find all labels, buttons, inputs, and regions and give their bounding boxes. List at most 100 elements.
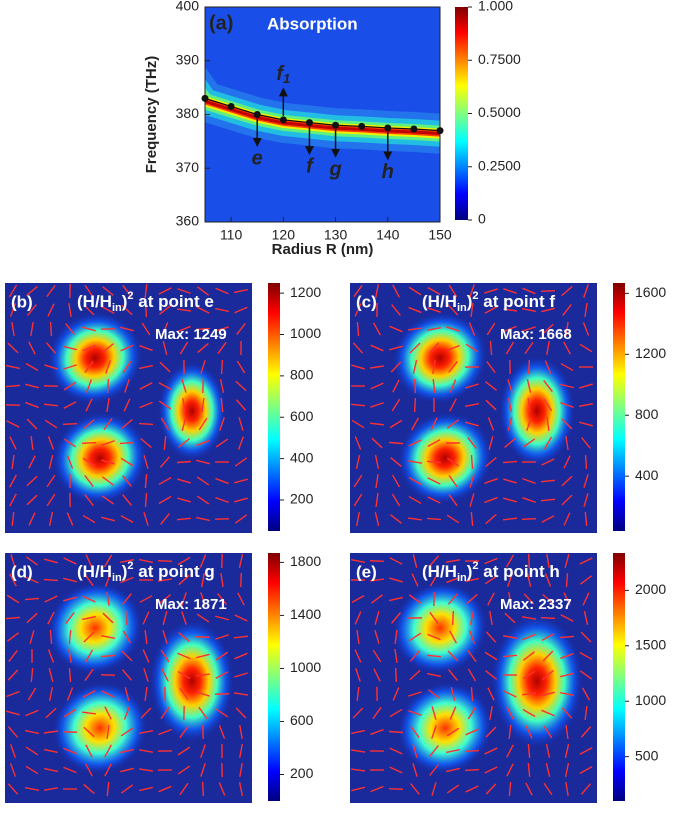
- field-arrow: [374, 611, 380, 625]
- colorbar-tick-label: 1600: [635, 284, 666, 300]
- field-arrow: [448, 361, 458, 373]
- field-arrow: [214, 693, 230, 695]
- panel-label: (b): [11, 292, 33, 311]
- field-arrow: [234, 497, 248, 503]
- field-arrow: [122, 593, 132, 605]
- field-arrow: [489, 610, 493, 626]
- field-arrow: [120, 514, 134, 524]
- field-arrow: [27, 687, 37, 701]
- field-arrow: [142, 611, 150, 625]
- title-sup: 2: [127, 290, 133, 302]
- field-arrow: [139, 558, 153, 564]
- field-arrow: [218, 782, 226, 796]
- colorbar-tick-label: 1.000: [478, 0, 513, 14]
- field-arrow: [504, 438, 516, 448]
- title-part: (H/H: [422, 562, 457, 581]
- field-arrow: [484, 477, 498, 485]
- field-arrow: [560, 672, 574, 678]
- field-arrow: [24, 597, 40, 601]
- field-arrow: [522, 670, 536, 680]
- field-arrow: [432, 359, 436, 375]
- field-arrow: [408, 632, 422, 642]
- annotation: f1: [276, 63, 290, 86]
- field-arrow: [26, 612, 38, 624]
- field-arrow: [542, 323, 554, 335]
- colorbar-tick-label: 600: [290, 408, 314, 424]
- title: Absorption: [267, 14, 358, 33]
- field-arrow: [236, 360, 246, 374]
- field-arrow: [408, 476, 422, 486]
- field-arrow: [503, 288, 517, 294]
- field-arrow: [486, 322, 496, 336]
- field-arrow: [140, 437, 152, 449]
- field-arrow: [138, 768, 154, 772]
- field-arrow: [8, 650, 18, 662]
- field-arrow: [63, 596, 77, 602]
- field-arrow: [215, 307, 229, 313]
- title-sup: 2: [127, 560, 133, 572]
- field-arrow: [445, 559, 461, 563]
- colorbar-tick-label: 1800: [290, 553, 321, 569]
- field-arrow: [139, 786, 153, 792]
- field-blob: [150, 620, 234, 742]
- field-arrow: [565, 572, 569, 588]
- field-arrow: [85, 398, 93, 412]
- field-arrow: [446, 457, 460, 467]
- field-arrow: [138, 729, 154, 735]
- field-arrow: [390, 456, 402, 468]
- field-arrow: [49, 321, 53, 337]
- field-arrow: [82, 326, 96, 332]
- field-arrow: [122, 284, 132, 298]
- field-arrow: [159, 305, 171, 315]
- title-sub: in: [112, 302, 122, 314]
- field-arrow: [579, 575, 593, 585]
- field-arrow: [561, 707, 573, 719]
- field-arrow: [522, 477, 536, 485]
- field-arrow: [391, 493, 401, 507]
- field-arrow: [521, 518, 537, 520]
- title-part: (H/H: [77, 292, 112, 311]
- field-arrow: [176, 460, 192, 464]
- field-arrow: [448, 669, 458, 681]
- colorbar-tick-label: 2000: [635, 581, 666, 597]
- colorbar-tick-label: 1000: [635, 692, 666, 708]
- field-arrow: [545, 744, 551, 758]
- field-arrow: [522, 497, 536, 503]
- colorbar-tick-label: 1500: [635, 636, 666, 652]
- field-arrow: [581, 437, 591, 449]
- title-sub: in: [457, 302, 467, 314]
- x-tick-label: 110: [220, 227, 243, 243]
- title-part: ): [122, 292, 128, 311]
- field-arrow: [579, 421, 593, 427]
- field-arrow: [541, 691, 555, 697]
- field-arrow: [485, 456, 497, 468]
- field-arrow: [407, 460, 423, 464]
- field-arrow: [447, 304, 459, 316]
- field-arrow: [542, 593, 554, 605]
- field-arrow: [523, 651, 535, 661]
- field-arrow: [426, 654, 442, 658]
- field-arrow: [141, 322, 151, 336]
- field-arrow: [25, 576, 39, 584]
- field-arrow: [24, 787, 40, 791]
- field-arrow: [484, 306, 498, 314]
- field-arrow: [195, 673, 211, 677]
- field-arrow: [123, 398, 131, 412]
- field-arrow: [83, 783, 95, 795]
- field-arrow: [83, 726, 95, 738]
- field-arrow: [159, 456, 171, 468]
- field-arrow: [506, 744, 514, 758]
- field-arrow: [370, 402, 384, 408]
- field-arrow: [215, 671, 229, 679]
- field-arrow: [124, 687, 130, 701]
- field-arrow: [579, 383, 593, 389]
- field-arrow: [429, 611, 439, 625]
- field-blob: [397, 412, 493, 504]
- field-arrow: [198, 417, 208, 431]
- field-arrow: [560, 652, 574, 660]
- field-arrow: [525, 782, 533, 796]
- field-arrow: [119, 558, 135, 564]
- field-arrow: [68, 667, 72, 683]
- point: [410, 125, 418, 133]
- field-arrow: [84, 284, 94, 298]
